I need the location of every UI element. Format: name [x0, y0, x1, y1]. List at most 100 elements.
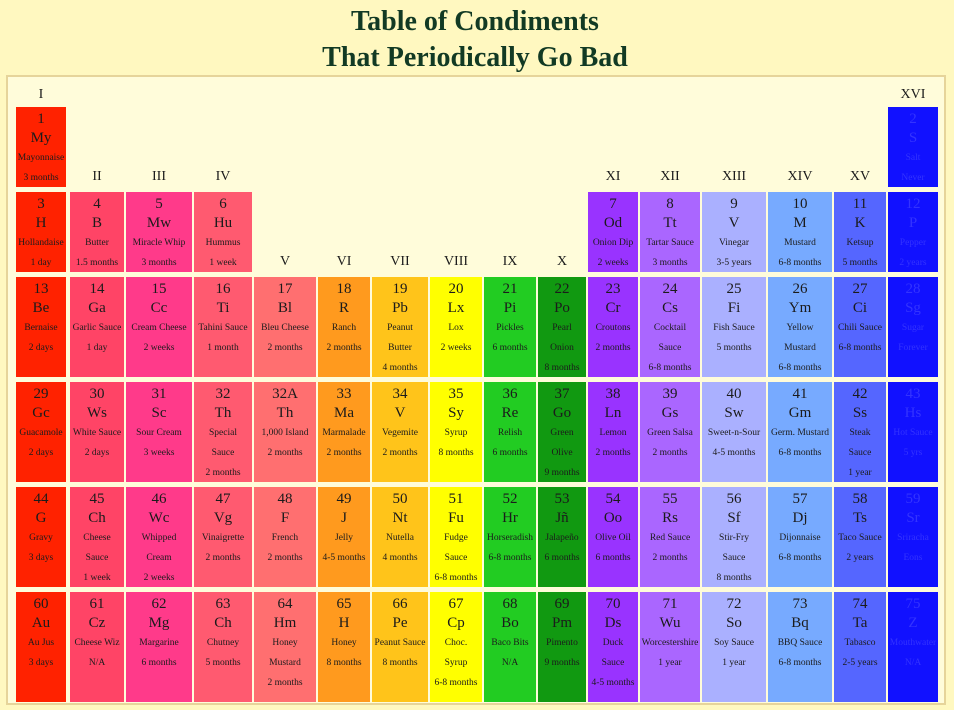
element-symbol: Bl [277, 300, 293, 316]
element-number: 66 [392, 596, 408, 612]
element-cell: 47 Vg Vinaigrette 2 months [194, 487, 252, 587]
element-number: 5 [155, 196, 163, 212]
element-symbol: Pm [551, 615, 572, 631]
element-number: 41 [792, 386, 808, 402]
element-symbol: Gm [788, 405, 812, 421]
element-symbol: F [280, 510, 290, 526]
element-cell: 29 Gc Guacamole 2 days [16, 382, 66, 482]
element-number: 7 [609, 196, 617, 212]
element-detail: Nutella [386, 533, 414, 543]
element-detail: Hot Sauce [893, 428, 933, 438]
element-detail: 2-5 years [842, 658, 878, 668]
element-detail: Stir-Fry [719, 533, 749, 543]
element-cell: 11 K Ketsup 5 months [834, 192, 886, 272]
element-symbol: Hs [904, 405, 922, 421]
element-number: 69 [554, 596, 570, 612]
element-cell: 58 Ts Taco Sauce 2 years [834, 487, 886, 587]
element-number: 40 [726, 386, 742, 402]
element-symbol: Lx [447, 300, 465, 316]
element-detail: Guacamole [19, 428, 63, 438]
element-number: 63 [215, 596, 231, 612]
element-number: 22 [554, 281, 570, 297]
element-symbol: Sr [906, 510, 920, 526]
page-title: Table of Condiments That Periodically Go… [0, 4, 950, 76]
element-detail: 4 months [382, 553, 418, 563]
element-symbol: Go [552, 405, 572, 421]
element-detail: Taco Sauce [838, 533, 882, 543]
element-cell: 32A Th 1,000 Island 2 months [254, 382, 316, 482]
element-symbol: Mw [146, 215, 172, 231]
element-cell: 62 Mg Margarine 6 months [126, 592, 192, 702]
element-number: 32A [272, 386, 298, 402]
element-number: 44 [33, 491, 49, 507]
periodic-table: I II III IV V VI VII VIII IX X XI XII XIII XIV XV XVI 1 M… [6, 75, 946, 705]
element-symbol: Mg [148, 615, 170, 631]
element-detail: 1.5 months [75, 258, 119, 268]
element-cell: 2 S Salt Never [888, 107, 938, 187]
element-symbol: Ws [87, 405, 107, 421]
element-detail: Steak [849, 428, 871, 438]
element-cell: 63 Ch Chutney 5 months [194, 592, 252, 702]
element-cell: 28 Sg Sugar Forever [888, 277, 938, 377]
element-detail: 2 weeks [440, 343, 472, 353]
element-cell: 75 Z Mouthwater N/A [888, 592, 938, 702]
element-cell: 39 Gs Green Salsa 2 months [640, 382, 700, 482]
element-detail: Lox [448, 323, 464, 333]
element-detail: Whipped [141, 533, 177, 543]
element-number: 68 [502, 596, 518, 612]
group-label: I [38, 87, 44, 102]
element-detail: 2 months [205, 468, 241, 478]
element-detail: Cream [146, 553, 172, 563]
element-number: 56 [726, 491, 742, 507]
element-detail: Cheese [83, 533, 111, 543]
element-cell: 12 P Pepper 2 years [888, 192, 938, 272]
element-detail: 6 months [492, 343, 528, 353]
element-detail: Vinaigrette [201, 533, 245, 543]
element-detail: 5 months [842, 258, 878, 268]
element-cell: 43 Hs Hot Sauce 5 yrs [888, 382, 938, 482]
element-cell: 65 H Honey 8 months [318, 592, 370, 702]
element-cell: 13 Be Bernaise 2 days [16, 277, 66, 377]
element-detail: Chili Sauce [837, 323, 883, 333]
element-detail: Peanut Sauce [374, 638, 426, 648]
element-detail: Jalapeño [545, 533, 579, 543]
element-symbol: Pe [392, 615, 408, 631]
element-number: 67 [448, 596, 464, 612]
element-detail: Lemon [599, 428, 627, 438]
element-number: 39 [662, 386, 678, 402]
element-cell: 22 Po Pearl Onion 8 months [538, 277, 586, 377]
element-detail: 3 days [28, 553, 54, 563]
element-detail: 8 months [716, 573, 752, 583]
title-line-1: Table of Condiments [351, 6, 599, 37]
element-symbol: Ta [852, 615, 868, 631]
element-detail: Ketsup [846, 238, 874, 248]
element-cell: 16 Ti Tahini Sauce 1 month [194, 277, 252, 377]
group-label: V [279, 254, 291, 269]
element-cell: 40 Sw Sweet-n-Sour 4-5 months [702, 382, 766, 482]
element-symbol: Cr [605, 300, 621, 316]
element-symbol: Au [31, 615, 51, 631]
element-detail: Relish [497, 428, 523, 438]
element-number: 47 [215, 491, 231, 507]
element-symbol: Fi [727, 300, 741, 316]
element-detail: 1 year [658, 658, 682, 668]
element-symbol: Sw [724, 405, 744, 421]
group-label: X [556, 254, 568, 269]
element-number: 65 [336, 596, 352, 612]
element-symbol: Ma [334, 405, 354, 421]
element-cell: 72 So Soy Sauce 1 year [702, 592, 766, 702]
element-symbol: Th [214, 405, 232, 421]
element-detail: 2 months [205, 553, 241, 563]
element-detail: 6-8 months [434, 573, 478, 583]
element-cell: 6 Hu Hummus 1 week [194, 192, 252, 272]
element-detail: White Sauce [72, 428, 122, 438]
element-cell: 10 M Mustard 6-8 months [768, 192, 832, 272]
element-detail: Mayonnaise [17, 153, 65, 163]
element-detail: 1 week [209, 258, 237, 268]
element-detail: 8 months [544, 363, 580, 373]
element-detail: 9 months [544, 658, 580, 668]
element-detail: Soy Sauce [714, 638, 754, 648]
element-number: 21 [502, 281, 518, 297]
element-detail: 1 week [83, 573, 111, 583]
element-symbol: Jñ [555, 510, 569, 526]
